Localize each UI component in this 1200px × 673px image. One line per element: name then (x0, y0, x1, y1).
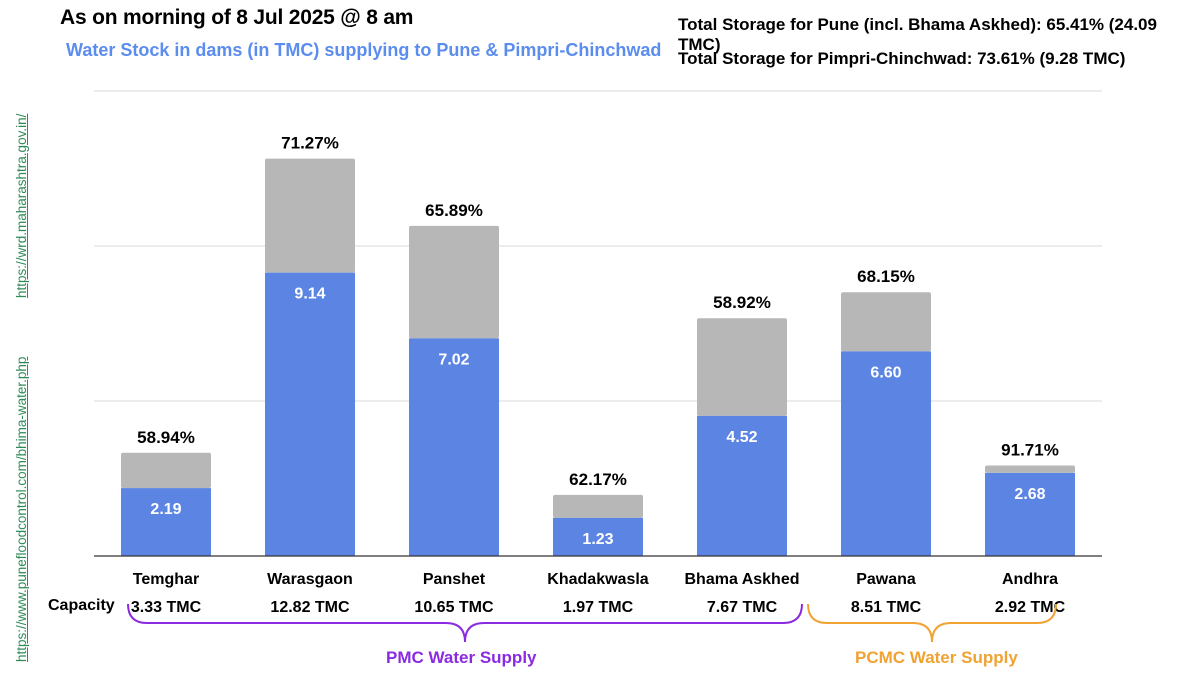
chart-subtitle: Water Stock in dams (in TMC) supplying t… (66, 40, 662, 60)
dam-name-label: Khadakwasla (547, 571, 648, 588)
dam-name-label: Pawana (856, 571, 916, 588)
total-storage-pune: Total Storage for Pune (incl. Bhama Askh… (678, 15, 1157, 54)
capacity-value-label: 8.51 TMC (851, 599, 922, 616)
capacity-value-label: 1.97 TMC (563, 599, 634, 616)
dam-name-label: Panshet (423, 571, 486, 588)
stock-value-label: 1.23 (582, 531, 613, 548)
dam-name-label: Andhra (1002, 571, 1058, 588)
chart-title: As on morning of 8 Jul 2025 @ 8 am (60, 6, 414, 29)
capacity-value-label: 10.65 TMC (414, 599, 494, 616)
bar-water-stock (985, 472, 1075, 556)
dam-name-label: Temghar (133, 571, 199, 588)
pcmc-brace (807, 603, 1057, 643)
bar-water-stock (553, 517, 643, 556)
total-storage-pcmc: Total Storage for Pimpri-Chinchwad: 73.6… (678, 49, 1126, 68)
percent-full-label: 58.92% (713, 293, 771, 312)
bar-remaining-capacity (121, 452, 211, 489)
bar-remaining-capacity (985, 465, 1075, 473)
bar-water-stock (409, 338, 499, 556)
capacity-value-label: 3.33 TMC (131, 599, 202, 616)
bar-remaining-capacity (265, 158, 355, 273)
stock-value-label: 9.14 (294, 286, 325, 303)
dam-name-label: Bhama Askhed (685, 571, 800, 588)
bar-water-stock (697, 415, 787, 556)
capacity-value-label: 2.92 TMC (995, 599, 1066, 616)
capacity-value-label: 7.67 TMC (707, 599, 778, 616)
bar-water-stock (121, 488, 211, 556)
stock-value-label: 7.02 (438, 351, 469, 368)
capacity-value-label: 12.82 TMC (270, 599, 350, 616)
percent-full-label: 65.89% (425, 201, 483, 220)
pmc-brace (127, 603, 803, 643)
percent-full-label: 68.15% (857, 267, 915, 286)
bar-remaining-capacity (697, 318, 787, 416)
stock-value-label: 4.52 (726, 429, 757, 446)
dam-name-label: Warasgaon (267, 571, 353, 588)
pcmc-group-label: PCMC Water Supply (855, 648, 1018, 667)
percent-full-label: 91.71% (1001, 440, 1059, 459)
bar-water-stock (841, 351, 931, 556)
capacity-label: Capacity (48, 597, 115, 614)
pmc-group-label: PMC Water Supply (386, 648, 537, 667)
stock-value-label: 2.19 (150, 501, 181, 518)
percent-full-label: 62.17% (569, 470, 627, 489)
percent-full-label: 58.94% (137, 428, 195, 447)
bar-remaining-capacity (841, 292, 931, 352)
bar-remaining-capacity (409, 225, 499, 339)
bar-water-stock (265, 272, 355, 556)
stock-value-label: 2.68 (1014, 486, 1045, 503)
percent-full-label: 71.27% (281, 134, 339, 153)
bar-remaining-capacity (553, 494, 643, 518)
stock-value-label: 6.60 (870, 364, 901, 381)
